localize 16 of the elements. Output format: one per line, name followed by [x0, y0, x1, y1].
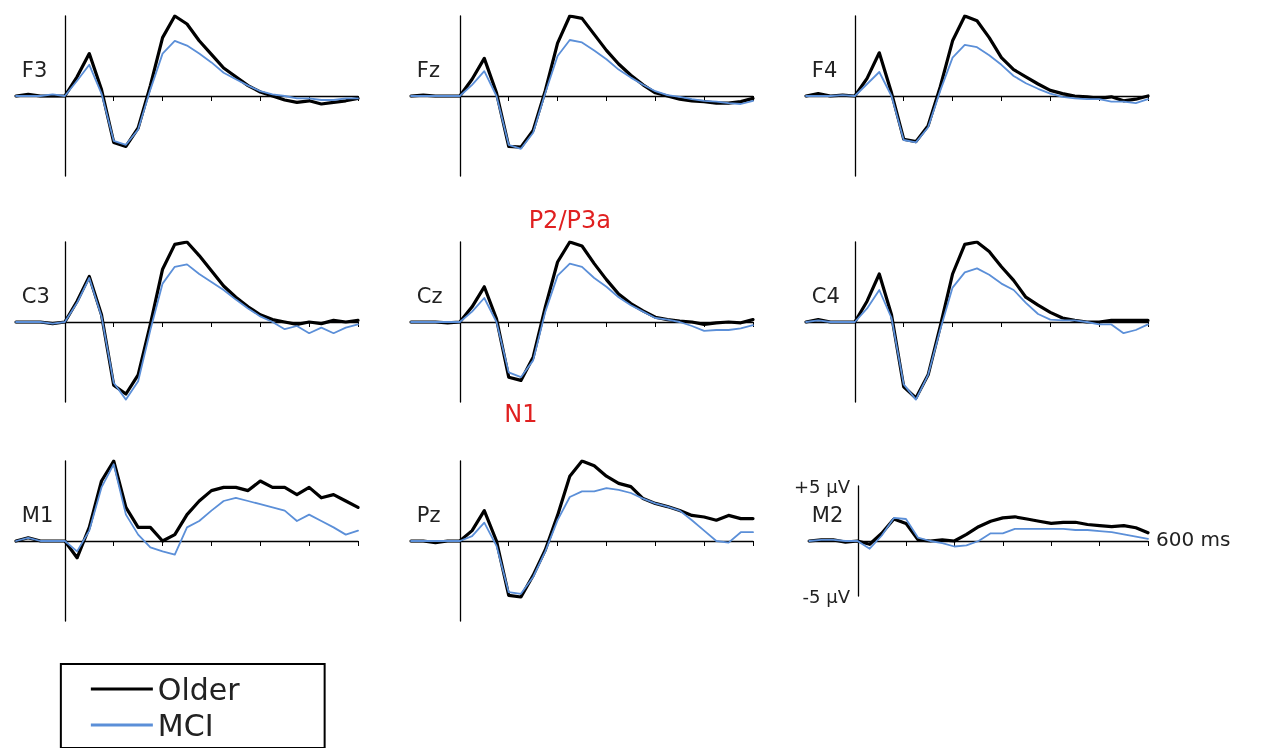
text: F3 — [22, 57, 48, 82]
text: C4 — [812, 283, 841, 308]
text: 600 ms — [1156, 527, 1231, 551]
annotation: N1 — [504, 400, 538, 429]
y-tick-label: +5 µV — [794, 475, 851, 497]
y-tick-label: -5 µV — [802, 585, 851, 607]
legend-label: MCI — [158, 707, 214, 743]
text: F4 — [812, 57, 838, 82]
text: Pz — [417, 502, 441, 527]
text: Fz — [417, 57, 441, 82]
legend-label: Older — [158, 671, 241, 707]
annotation: P2/P3a — [528, 206, 612, 234]
text: M1 — [22, 502, 54, 527]
text: M2 — [812, 502, 844, 527]
text: C3 — [22, 283, 51, 308]
text: Cz — [417, 283, 443, 308]
